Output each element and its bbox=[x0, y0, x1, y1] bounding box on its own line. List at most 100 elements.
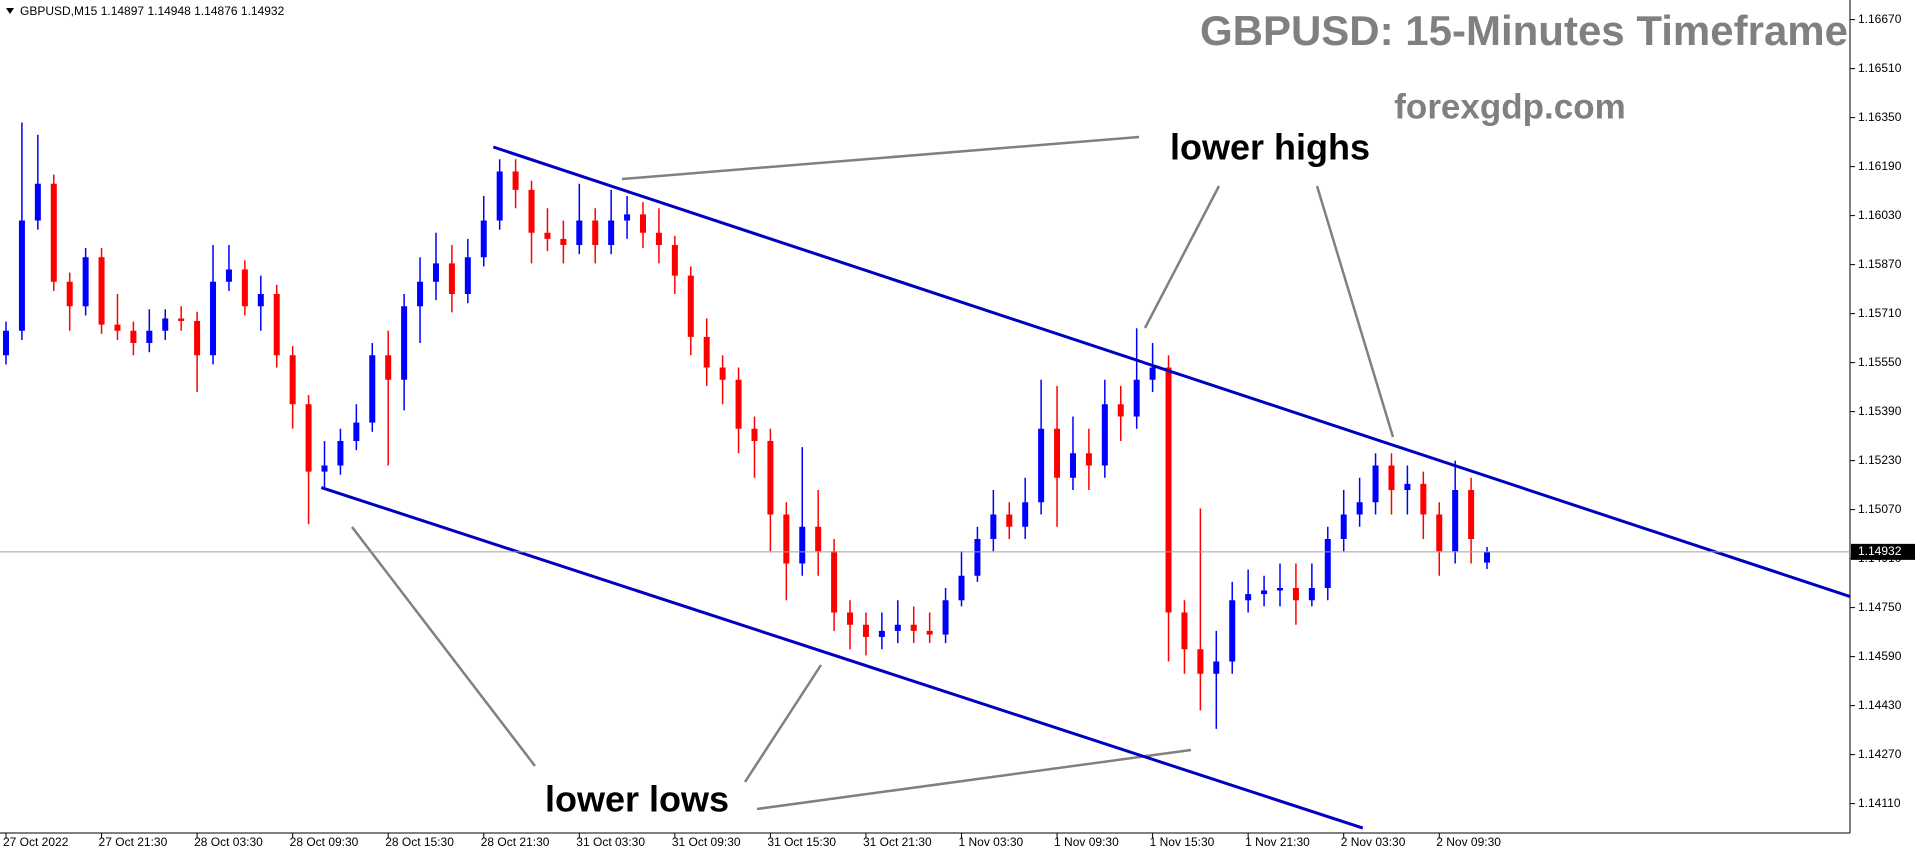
candle-body bbox=[50, 183, 57, 282]
candle-body bbox=[528, 189, 535, 233]
candle-body bbox=[783, 514, 790, 564]
y-tick-label: 1.16350 bbox=[1858, 110, 1902, 124]
x-tick-label: 1 Nov 15:30 bbox=[1150, 835, 1215, 849]
candle-body bbox=[1452, 490, 1459, 552]
candle-body bbox=[878, 630, 885, 637]
y-tick-label: 1.16670 bbox=[1858, 12, 1902, 26]
price-label: 1.14932 bbox=[1858, 544, 1902, 558]
candle-body bbox=[1165, 367, 1172, 613]
header-open: 1.14897 bbox=[101, 4, 145, 18]
candle-body bbox=[1101, 404, 1108, 466]
y-tick-label: 1.15550 bbox=[1858, 355, 1902, 369]
candle-body bbox=[385, 355, 392, 380]
candle-body bbox=[401, 306, 408, 380]
candle-body bbox=[1468, 490, 1475, 539]
symbol: GBPUSD,M15 bbox=[20, 4, 98, 18]
candle-body bbox=[687, 275, 694, 337]
menu-triangle bbox=[6, 8, 14, 14]
candle-body bbox=[257, 294, 264, 307]
pointer bbox=[1315, 185, 1395, 438]
candle-body bbox=[1022, 502, 1029, 527]
candle-body bbox=[146, 330, 153, 343]
x-tick-label: 28 Oct 03:30 bbox=[194, 835, 263, 849]
chart-subtitle: forexgdp.com bbox=[1394, 87, 1625, 126]
candle-body bbox=[241, 269, 248, 307]
candle-body bbox=[1006, 514, 1013, 527]
y-tick-label: 1.16190 bbox=[1858, 159, 1902, 173]
x-tick-label: 31 Oct 09:30 bbox=[672, 835, 741, 849]
y-tick-label: 1.15070 bbox=[1858, 502, 1902, 516]
candle-body bbox=[1149, 367, 1156, 380]
candle-body bbox=[958, 575, 965, 601]
candle-body bbox=[799, 526, 806, 564]
candle-body bbox=[624, 214, 631, 221]
chart-title: GBPUSD: 15-Minutes Timeframe bbox=[1200, 7, 1848, 54]
candle-body bbox=[432, 263, 439, 282]
pointer bbox=[621, 135, 1140, 181]
candle-body bbox=[1404, 483, 1411, 490]
candle-body bbox=[114, 324, 121, 331]
candle-body bbox=[576, 220, 583, 245]
y-tick-label: 1.14750 bbox=[1858, 600, 1902, 614]
candle-body bbox=[1054, 428, 1061, 478]
price-label-box bbox=[1851, 543, 1915, 560]
candle-body bbox=[592, 220, 599, 245]
candle-body bbox=[496, 171, 503, 221]
candle-body bbox=[1372, 465, 1379, 503]
candle-body bbox=[608, 220, 615, 245]
candle-body bbox=[448, 263, 455, 294]
y-tick-label: 1.15710 bbox=[1858, 306, 1902, 320]
candle-body bbox=[703, 336, 710, 368]
candle-body bbox=[321, 465, 328, 472]
candle-body bbox=[480, 220, 487, 258]
candle-body bbox=[735, 379, 742, 429]
pointer bbox=[351, 526, 536, 767]
candles bbox=[3, 122, 1491, 729]
candle-body bbox=[1308, 588, 1315, 601]
y-tick-label: 1.14270 bbox=[1858, 747, 1902, 761]
candle-body bbox=[369, 355, 376, 423]
candle-body bbox=[82, 257, 89, 307]
candle-body bbox=[815, 526, 822, 552]
candle-body bbox=[464, 257, 471, 294]
candle-body bbox=[98, 257, 105, 325]
candle-body bbox=[862, 624, 869, 637]
pointer bbox=[1143, 185, 1221, 329]
candle-body bbox=[640, 214, 646, 233]
candle-body bbox=[1197, 649, 1204, 674]
candle-body bbox=[1213, 661, 1220, 674]
candle-body bbox=[18, 220, 25, 331]
candle-body bbox=[719, 367, 726, 380]
candle-body bbox=[910, 624, 917, 631]
x-tick-label: 31 Oct 21:30 bbox=[863, 835, 932, 849]
candle-body bbox=[66, 281, 73, 307]
candle-body bbox=[1038, 428, 1045, 503]
x-tick-label: 1 Nov 03:30 bbox=[959, 835, 1024, 849]
candle-body bbox=[194, 320, 201, 356]
y-tick-label: 1.14590 bbox=[1858, 649, 1902, 663]
pointer bbox=[743, 664, 823, 783]
candle-body bbox=[1340, 514, 1347, 539]
candle-body bbox=[847, 612, 854, 625]
candle-body bbox=[210, 281, 217, 356]
candle-body bbox=[1388, 465, 1395, 490]
candle-body bbox=[974, 539, 981, 576]
candle-body bbox=[1436, 514, 1443, 552]
candle-body bbox=[1484, 551, 1491, 563]
candle-body bbox=[337, 441, 344, 466]
candle-body bbox=[273, 294, 280, 356]
trend-line bbox=[492, 145, 1851, 598]
annotation-pointers bbox=[351, 135, 1395, 811]
candle-body bbox=[894, 624, 901, 631]
y-tick-label: 1.16510 bbox=[1858, 61, 1902, 75]
y-tick-label: 1.14430 bbox=[1858, 698, 1902, 712]
candle-body bbox=[1117, 404, 1124, 417]
candle-body bbox=[1229, 600, 1236, 662]
candle-body bbox=[1277, 588, 1283, 591]
x-tick-label: 27 Oct 2022 bbox=[3, 835, 69, 849]
x-tick-label: 27 Oct 21:30 bbox=[99, 835, 168, 849]
x-tick-label: 1 Nov 09:30 bbox=[1054, 835, 1119, 849]
trend-line bbox=[320, 486, 1364, 830]
candle-body bbox=[1245, 594, 1252, 601]
